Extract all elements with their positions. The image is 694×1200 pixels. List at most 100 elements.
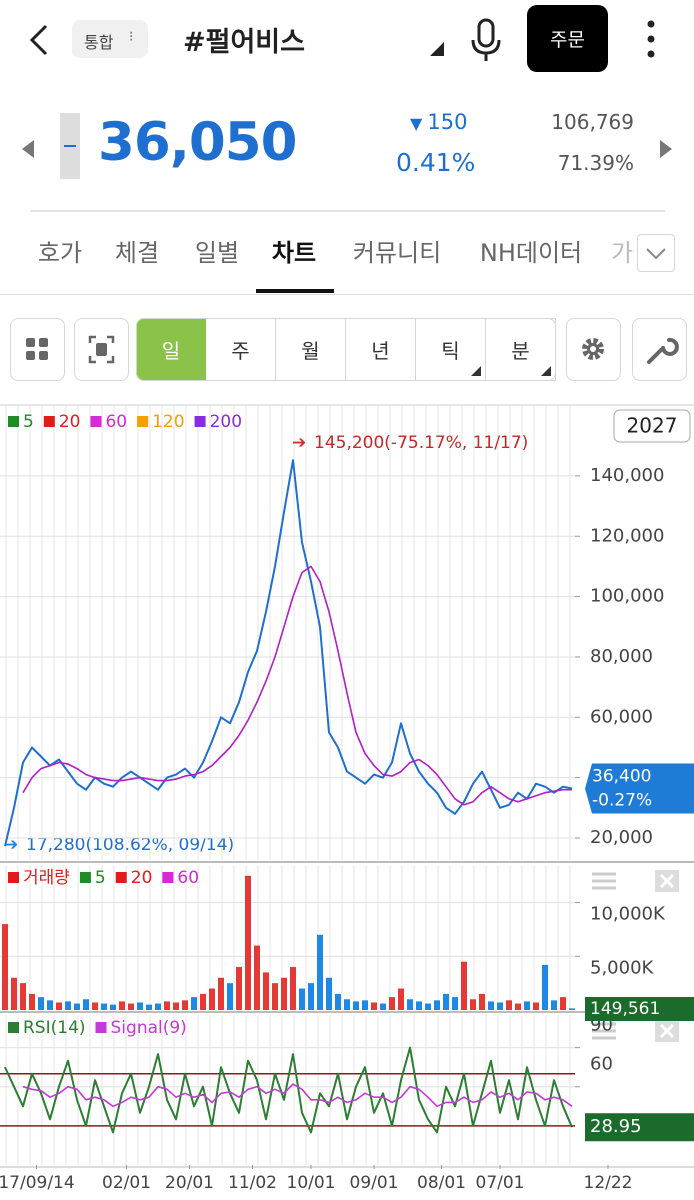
volume-bar [110, 1004, 116, 1010]
price-bar [60, 113, 80, 179]
volume-bar [47, 1000, 53, 1010]
y-tick-label: 60,000 [590, 706, 653, 727]
mic-button[interactable] [468, 18, 504, 62]
current-price-box [585, 763, 694, 814]
volume-bar [434, 1000, 440, 1010]
order-button[interactable]: 주문 [527, 5, 608, 72]
legend-swatch [8, 1022, 19, 1033]
volume-bar [272, 983, 278, 1010]
x-tick-label: 11/02 [228, 1173, 277, 1193]
x-tick-label: 20/01 [165, 1173, 214, 1193]
legend-label: 20 [59, 412, 81, 432]
high-arrow: ➔ [292, 433, 306, 453]
low-arrow: ➔ [4, 835, 18, 855]
legend-swatch [90, 416, 102, 427]
capture-button[interactable] [74, 318, 129, 381]
tab[interactable]: 커뮤니티 [352, 239, 442, 267]
y-tick-label: 5,000K [590, 957, 655, 978]
volume-bar [245, 875, 251, 1010]
legend-label: 20 [131, 868, 153, 888]
volume-bar [227, 983, 233, 1010]
title-dropdown[interactable] [428, 40, 446, 58]
current-rsi: 28.95 [590, 1116, 642, 1137]
tab[interactable]: 체결 [114, 239, 160, 267]
tab[interactable]: NH데이터 [479, 239, 583, 267]
year-badge-text: 2027 [627, 414, 678, 438]
submenu-indicator [471, 366, 481, 376]
legend-swatch [79, 872, 91, 883]
legend-label: 200 [210, 412, 242, 432]
volume-bar [353, 1001, 359, 1010]
stock-title[interactable]: #펄어비스 [183, 27, 305, 58]
period-button[interactable]: 틱 [416, 318, 486, 381]
volume-bar [92, 1002, 98, 1010]
tab[interactable]: 차트 [271, 239, 317, 267]
tab[interactable]: 일별 [194, 239, 240, 267]
volume-bar [254, 945, 260, 1010]
year-badge[interactable] [613, 409, 691, 443]
volume-bar [371, 1002, 377, 1010]
x-tick-label: 07/01 [476, 1173, 525, 1193]
x-tick-label: 12/22 [584, 1173, 633, 1193]
low-label: 17,280(108.62%, 09/14) [26, 835, 234, 855]
volume-bar [470, 999, 476, 1010]
volume-bar [29, 993, 35, 1010]
period-button[interactable]: 분 [486, 318, 556, 381]
high-label: 145,200(-75.17%, 11/17) [314, 433, 528, 453]
period-button[interactable]: 주 [206, 318, 276, 381]
legend-swatch [8, 416, 19, 427]
legend-swatch [115, 872, 127, 883]
volume: 106,769 [551, 110, 634, 134]
volume-bar [164, 1001, 170, 1010]
period-button[interactable]: 월 [276, 318, 346, 381]
next-arrow[interactable] [658, 138, 674, 160]
settings-button[interactable] [566, 318, 621, 381]
change-value: 150 [427, 110, 468, 134]
volume-bar [20, 983, 26, 1010]
tools-button[interactable] [632, 318, 687, 381]
period-button[interactable]: 년 [346, 318, 416, 381]
badge-text: 통합 [84, 33, 114, 52]
volume-bar [119, 1001, 125, 1010]
series-line [22, 1083, 573, 1108]
legend-label: 거래량 [23, 868, 70, 888]
volume-bar [191, 997, 197, 1010]
volume-bar [461, 961, 467, 1010]
legend-swatch [162, 872, 174, 883]
legend-label: 120 [152, 412, 184, 432]
divider [30, 210, 665, 212]
current-price: 36,050 [98, 112, 298, 173]
volume-bar [65, 1001, 71, 1010]
volume-bar [200, 993, 206, 1010]
tab-expand[interactable] [637, 234, 675, 272]
tab[interactable]: 가 [610, 239, 634, 267]
volume-bar [146, 1004, 152, 1010]
legend-label: 5 [23, 412, 34, 432]
market-badge[interactable]: 통합 ⁝ [72, 20, 148, 58]
x-tick-label: 17/09/14 [0, 1173, 75, 1193]
volume-bar [281, 977, 287, 1010]
prev-arrow[interactable] [20, 138, 36, 160]
y-tick-label: 80,000 [590, 646, 653, 667]
legend-swatch [137, 416, 149, 427]
volume-bar [488, 1001, 494, 1010]
volume-panel-icons [592, 870, 679, 1042]
legend-swatch [43, 416, 55, 427]
current-price: 36,400 [592, 766, 651, 786]
layout-button[interactable] [10, 318, 65, 381]
period-button[interactable]: 일 [136, 318, 206, 381]
tab[interactable]: 호가 [37, 239, 83, 267]
volume-bar [209, 988, 215, 1010]
volume-bar [56, 1002, 62, 1010]
y-tick-label: 100,000 [590, 586, 664, 607]
badge-icon: ⁝ [129, 29, 134, 45]
volume-bar [362, 1000, 368, 1010]
volume-bar [443, 993, 449, 1010]
more-button[interactable] [644, 18, 658, 60]
series-line [22, 565, 572, 806]
back-button[interactable] [26, 22, 54, 58]
chart-area: 2027 ➔ 145,200(-75.17%, 11/17) ➔ 17,280(… [0, 404, 694, 1193]
volume-bar [416, 1001, 422, 1010]
y-tick-label: 140,000 [590, 465, 664, 486]
